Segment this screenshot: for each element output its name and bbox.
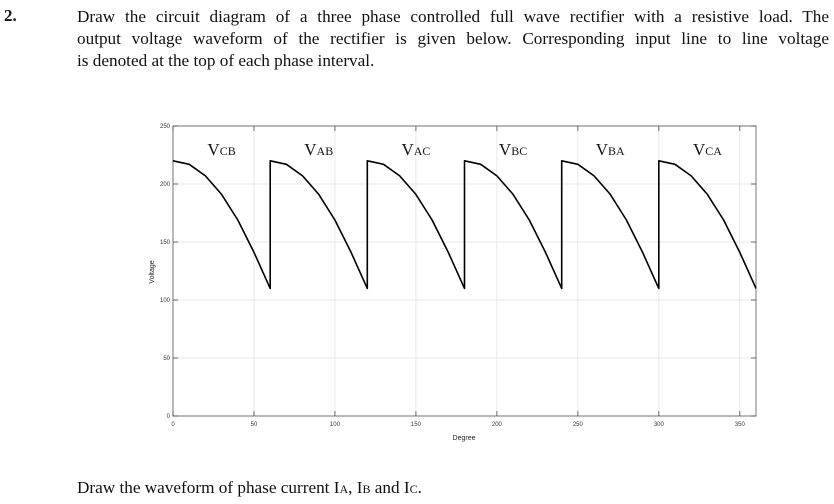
footer-sep-2: and I (370, 478, 410, 497)
footer-prefix: Draw the waveform of phase current I (77, 478, 340, 497)
interval-label-sub: CA (705, 144, 722, 158)
x-tick-label: 100 (330, 422, 341, 428)
interval-label-sub: BC (511, 144, 527, 158)
x-tick-label: 300 (654, 422, 665, 428)
interval-label-sub: CB (220, 144, 236, 158)
interval-label-main: V (207, 140, 220, 159)
y-tick-label: 150 (160, 240, 171, 246)
footer-sub-a: A (339, 482, 349, 496)
question-line-2: output voltage waveform of the rectifier… (77, 29, 829, 48)
y-tick-label: 100 (160, 298, 171, 304)
x-tick-label: 50 (251, 422, 258, 428)
interval-label-bc: VBC (499, 140, 527, 159)
y-tick-label: 50 (163, 356, 170, 362)
x-axis-label: Degree (453, 435, 476, 442)
plot-frame (172, 125, 757, 417)
interval-label-main: V (693, 140, 706, 159)
interval-label-ac: VAC (401, 140, 430, 159)
interval-label-ca: VCA (693, 140, 722, 159)
question-text: Draw the circuit diagram of a three phas… (77, 6, 829, 72)
x-tick-label: 0 (171, 422, 175, 428)
interval-label-sub: BA (608, 144, 625, 158)
footer-suffix: . (417, 478, 422, 497)
ticks: 0 50 100 150 200 250 300 350 0 50 100 150 200 250 (160, 124, 756, 428)
interval-label-ab: VAB (304, 140, 333, 159)
y-axis-label: Voltage (149, 260, 156, 283)
footer-sub-c: C (409, 482, 418, 496)
footer-sub-b: B (362, 482, 371, 496)
y-tick-label: 0 (167, 414, 171, 420)
footer-sep-1: , I (348, 478, 363, 497)
question-number: 2. (4, 6, 17, 25)
interval-labels: VCB VAB VAC VBC VBA VCA (207, 140, 722, 159)
y-tick-label: 250 (160, 124, 171, 130)
output-voltage-line (172, 160, 757, 290)
question-line-3: is denoted at the top of each phase inte… (77, 51, 375, 70)
interval-label-main: V (304, 140, 317, 159)
interval-label-cb: VCB (207, 140, 235, 159)
interval-label-main: V (596, 140, 609, 159)
question-line-1: Draw the circuit diagram of a three phas… (77, 7, 829, 26)
interval-label-ba: VBA (596, 140, 625, 159)
interval-label-main: V (499, 140, 512, 159)
interval-label-sub: AB (317, 144, 334, 158)
x-tick-label: 150 (411, 422, 422, 428)
x-tick-label: 250 (573, 422, 584, 428)
interval-label-sub: AC (414, 144, 431, 158)
x-tick-label: 200 (492, 422, 503, 428)
footer-question: Draw the waveform of phase current IA, I… (77, 478, 422, 498)
interval-label-main: V (401, 140, 414, 159)
y-tick-label: 200 (160, 182, 171, 188)
x-tick-label: 350 (735, 422, 746, 428)
